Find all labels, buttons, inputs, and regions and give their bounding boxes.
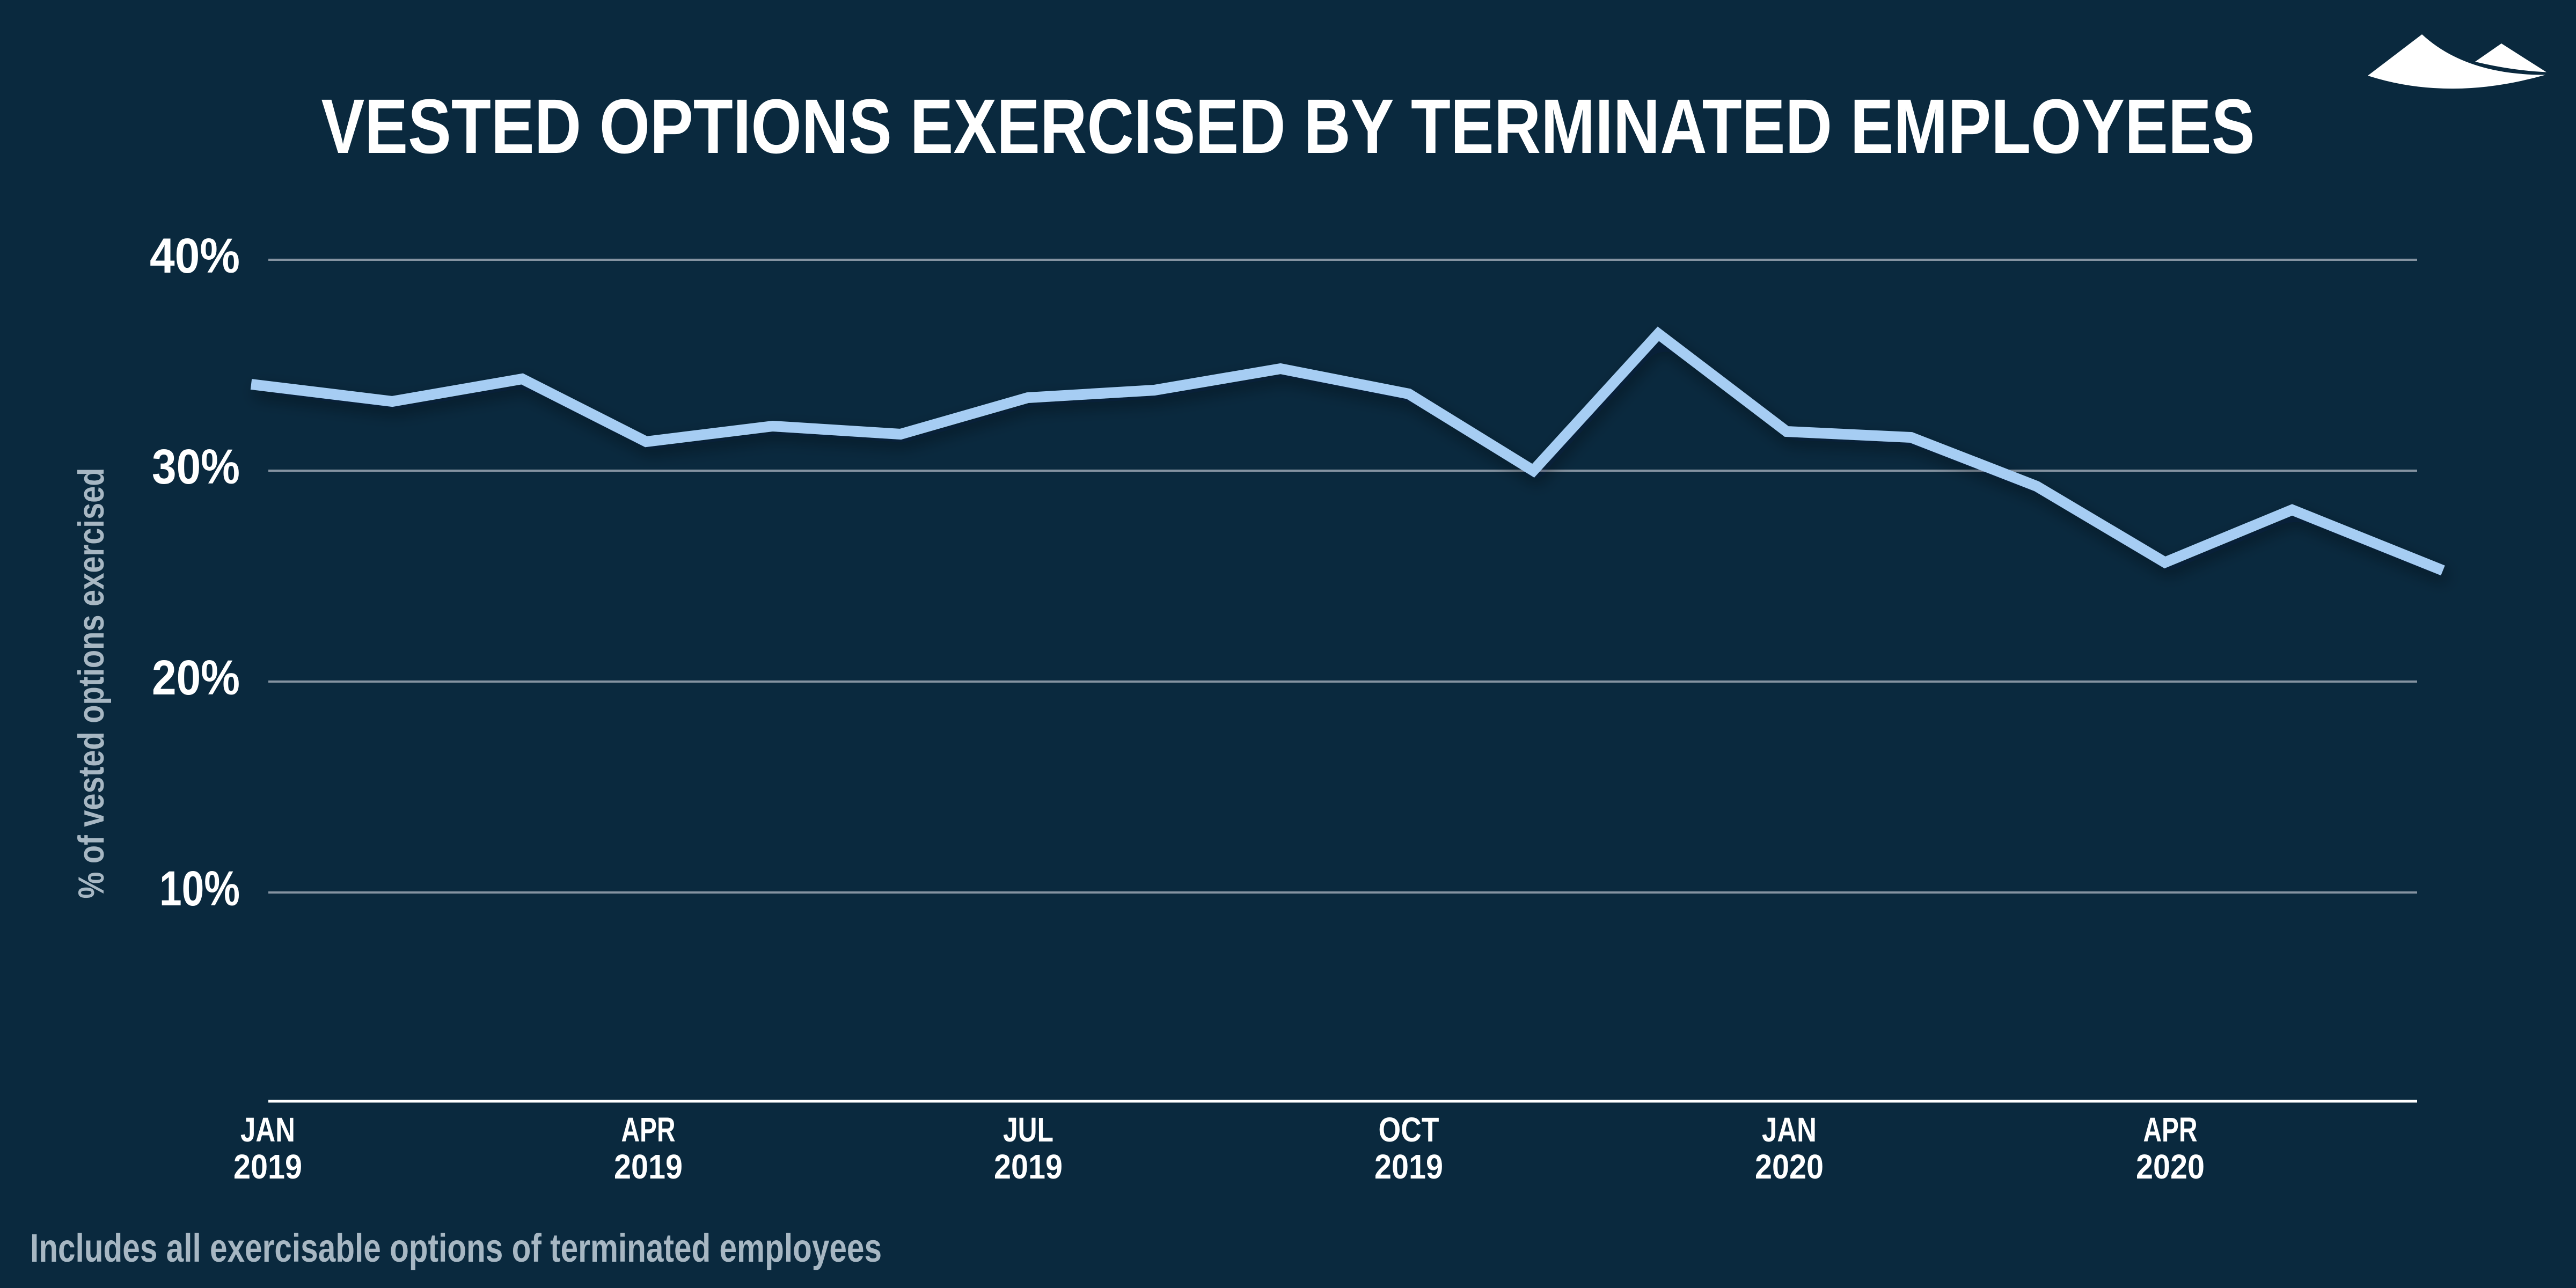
svg-text:OCT: OCT — [1379, 1110, 1439, 1149]
svg-text:40%: 40% — [150, 229, 240, 283]
svg-text:2019: 2019 — [233, 1147, 302, 1186]
svg-text:APR: APR — [2143, 1110, 2198, 1149]
svg-text:Includes all exercisable optio: Includes all exercisable options of term… — [30, 1226, 882, 1270]
svg-text:JAN: JAN — [240, 1110, 295, 1149]
svg-text:2019: 2019 — [994, 1147, 1063, 1186]
svg-text:2019: 2019 — [1374, 1147, 1443, 1186]
svg-text:VESTED OPTIONS EXERCISED BY TE: VESTED OPTIONS EXERCISED BY TERMINATED E… — [321, 83, 2255, 170]
svg-text:JAN: JAN — [1762, 1110, 1817, 1149]
svg-text:2020: 2020 — [2136, 1147, 2205, 1186]
svg-text:APR: APR — [621, 1110, 676, 1149]
svg-text:JUL: JUL — [1003, 1110, 1053, 1149]
svg-text:% of vested options exercised: % of vested options exercised — [71, 468, 112, 899]
svg-text:2020: 2020 — [1755, 1147, 1824, 1186]
svg-text:10%: 10% — [159, 861, 240, 916]
svg-text:2019: 2019 — [614, 1147, 683, 1186]
svg-text:30%: 30% — [152, 440, 240, 494]
svg-text:20%: 20% — [152, 650, 240, 705]
